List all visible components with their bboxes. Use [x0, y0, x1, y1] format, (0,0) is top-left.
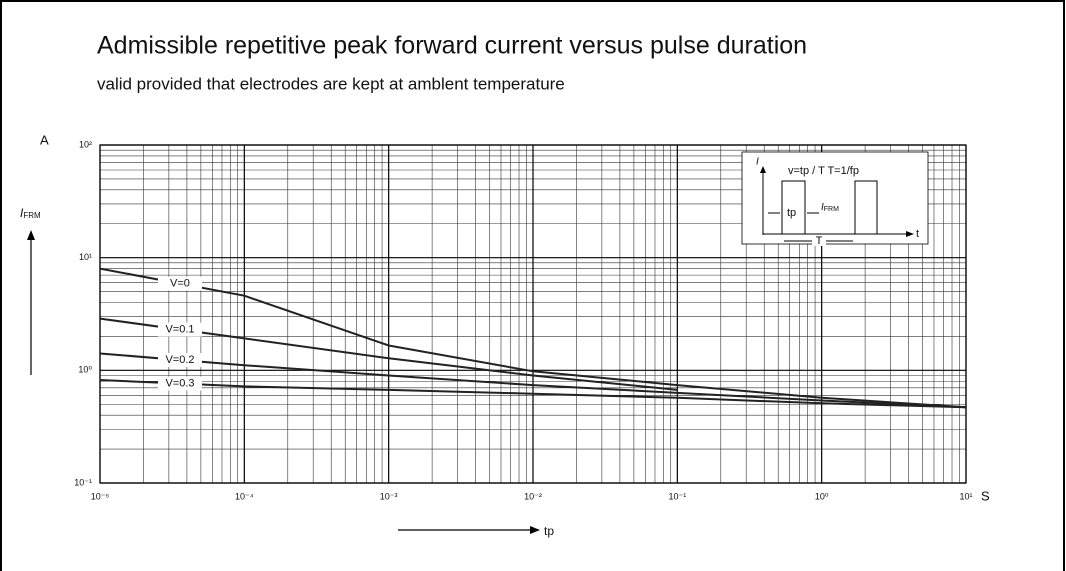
y-axis-label: IFRM — [20, 206, 41, 220]
y-tick-label: 10⁰ — [78, 365, 92, 375]
x-tick-label: 10⁰ — [815, 491, 829, 501]
x-axis-label: tp — [544, 524, 554, 538]
inset-ifrm: IFRM — [821, 202, 839, 213]
inset-arrow — [906, 231, 914, 237]
y-tick-label: 10² — [79, 139, 92, 149]
chart-title: Admissible repetitive peak forward curre… — [97, 32, 807, 60]
x-tick-label: 10⁻³ — [380, 491, 398, 501]
series-label: V=0.3 — [165, 377, 194, 389]
x-arrow-head — [530, 526, 540, 534]
series-label: V=0.1 — [165, 323, 194, 335]
series-line — [99, 379, 967, 409]
inset-period-bg — [812, 235, 826, 246]
x-tick-label: 10⁻¹ — [668, 491, 686, 501]
x-tick-label: 10¹ — [959, 491, 972, 501]
x-tick-label: 10⁻⁴ — [235, 491, 254, 501]
series-label-bg — [158, 353, 202, 368]
chart-subtitle: valid provided that electrodes are kept … — [97, 74, 565, 93]
y-arrow-head — [27, 230, 35, 240]
y-label-symbol: I — [20, 206, 24, 220]
inset-pulse — [854, 180, 878, 234]
series-group: V=0 V=0.1 V=0.2 V=0.3 — [99, 267, 967, 409]
series-line — [99, 352, 967, 409]
inset-ifrm-symbol: I — [821, 202, 824, 213]
y-label-subscript: FRM — [23, 211, 41, 220]
series-line — [99, 267, 967, 409]
x-tick-label: 10⁻² — [524, 491, 542, 501]
inset-formula: v=tp / T T=1/fp — [788, 165, 859, 177]
y-tick-label: 10¹ — [79, 252, 92, 262]
inset-ifrm-subscript: FRM — [824, 206, 839, 213]
series-label: V=0 — [170, 277, 190, 289]
inset-box — [741, 151, 929, 245]
inset-axis-i: I — [756, 157, 759, 168]
x-tick-label: 10⁻⁵ — [91, 491, 110, 501]
x-unit: S — [981, 488, 990, 503]
series-label-bg — [158, 276, 202, 291]
inset-axis-t: t — [916, 228, 919, 240]
inset-tp: tp — [787, 207, 796, 219]
inset-pulse — [781, 180, 806, 234]
series-label-bg — [158, 376, 202, 391]
series-label-bg — [158, 322, 202, 337]
plot-border — [99, 144, 967, 484]
inset-period: T — [816, 235, 823, 247]
series-label: V=0.2 — [165, 354, 194, 366]
y-unit: A — [40, 132, 49, 147]
y-tick-label: 10⁻¹ — [74, 477, 92, 487]
inset-arrow — [760, 166, 766, 173]
